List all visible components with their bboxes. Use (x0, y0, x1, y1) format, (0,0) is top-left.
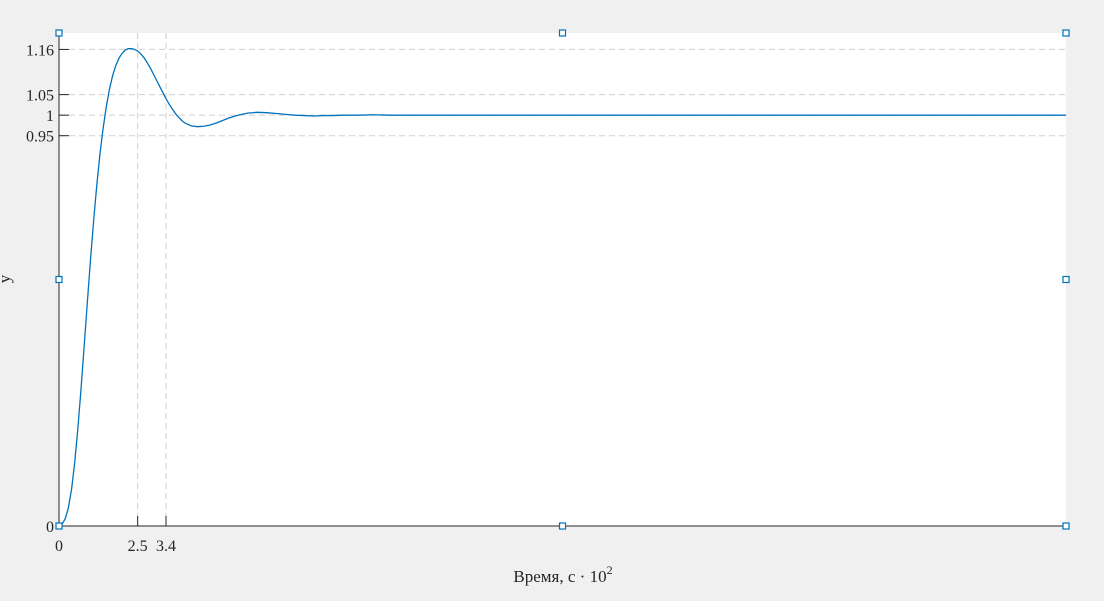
y-tick-label: 1 (46, 108, 54, 125)
resize-handle[interactable] (55, 275, 63, 284)
x-tick-label: 2.5 (128, 538, 148, 555)
x-axis-label-superscript: 2 (607, 563, 613, 577)
x-tick-label: 3.4 (156, 538, 176, 555)
resize-handle[interactable] (558, 29, 567, 37)
resize-handle[interactable] (55, 522, 63, 530)
x-axis-label-text: Время, с · 10 (513, 567, 606, 586)
tick-labels: 0 2.5 3.4 0 0.95 1 1.05 1.16 (26, 42, 176, 555)
x-axis-label: Время, с · 102 (513, 563, 612, 586)
plot-area (59, 33, 1066, 526)
resize-handle[interactable] (558, 522, 567, 530)
y-axis-label: y (0, 274, 14, 283)
resize-handle[interactable] (1062, 275, 1070, 284)
selection-handles[interactable] (55, 29, 1070, 530)
y-tick-label: 0 (46, 519, 54, 536)
y-tick-label: 1.16 (26, 42, 54, 59)
resize-handle[interactable] (1062, 522, 1070, 530)
x-tick-label: 0 (55, 538, 63, 555)
resize-handle[interactable] (1062, 29, 1070, 37)
y-tick-label: 0.95 (26, 129, 54, 146)
y-tick-label: 1.05 (26, 88, 54, 105)
series-line (58, 47, 1066, 527)
resize-handle[interactable] (55, 29, 63, 37)
series-layer (58, 47, 1066, 527)
